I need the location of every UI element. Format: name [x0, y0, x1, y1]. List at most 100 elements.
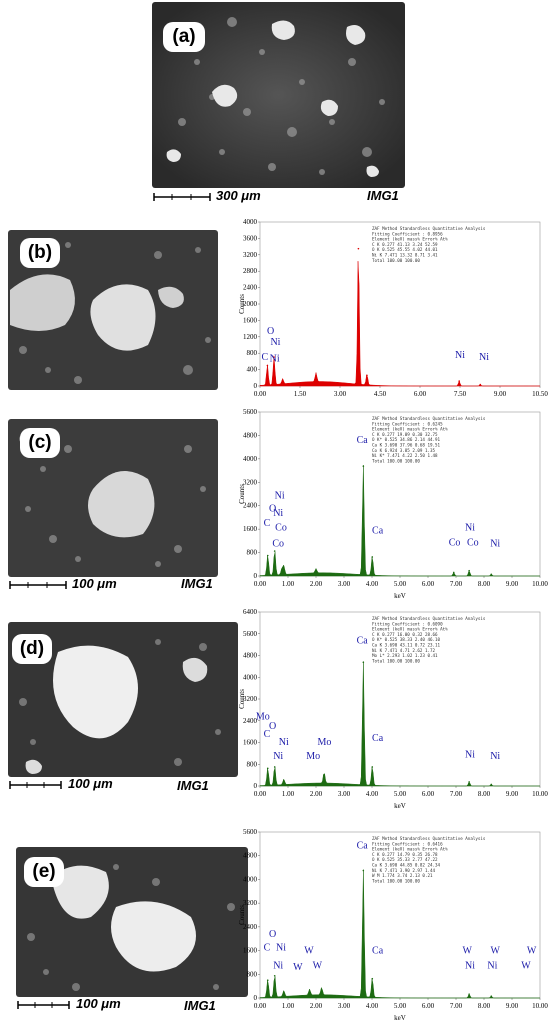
y-tick-label: 3200 — [243, 478, 258, 486]
element-label: Ni — [479, 352, 489, 363]
x-tick-label: 2.00 — [310, 580, 323, 588]
y-tick-label: 3200 — [243, 695, 258, 703]
peak-point — [479, 383, 482, 386]
scale-text-c: 100 μm — [72, 576, 117, 591]
image-id-d: IMG1 — [177, 778, 209, 793]
y-axis-label: Counts — [238, 294, 246, 314]
x-tick-label: 3.00 — [338, 1002, 351, 1010]
x-tick-label: 3.00 — [338, 790, 351, 798]
element-label: Mo — [306, 751, 320, 762]
x-tick-label: 1.00 — [282, 790, 295, 798]
quant-table-row: Element (keV) mass% Error% At% — [372, 237, 448, 242]
peak-point — [283, 991, 285, 993]
peak-point — [266, 979, 269, 982]
x-tick-label: 0.00 — [254, 1002, 267, 1010]
quant-table-row: ZAF Method Standardless Quantitative Ana… — [372, 616, 486, 621]
quant-table-row: C K 0.277 16.00 0.32 28.66 — [372, 632, 438, 637]
y-tick-label: 0 — [254, 382, 258, 390]
x-tick-label: 2.00 — [310, 1002, 323, 1010]
element-label: Co — [275, 523, 287, 534]
quant-table-row: C K 0.277 41.13 3.24 52.59 — [372, 242, 438, 247]
y-tick-label: 5600 — [243, 828, 258, 836]
scale-bar-a: 300 μm — [152, 188, 302, 204]
y-tick-label: 5600 — [243, 408, 258, 416]
element-label: Ca — [372, 946, 384, 957]
scale-text-e: 100 μm — [76, 996, 121, 1011]
peak-point — [281, 569, 283, 571]
image-id-c: IMG1 — [181, 576, 213, 591]
element-label: Ni — [465, 749, 475, 760]
y-tick-label: 3200 — [243, 251, 258, 259]
sem-image-c — [8, 419, 218, 577]
quant-table-row: Fitting Coefficient : 0.8956 — [372, 231, 443, 236]
y-tick-label: 1600 — [243, 739, 258, 747]
x-tick-label: 9.00 — [506, 1002, 519, 1010]
x-axis-label: keV — [394, 1014, 406, 1022]
x-tick-label: 9.00 — [506, 580, 519, 588]
plot-frame — [259, 831, 541, 999]
quant-table-row: ZAF Method Standardless Quantitative Ana… — [372, 226, 486, 231]
x-tick-label: 0.00 — [254, 790, 267, 798]
peak-point — [468, 569, 470, 572]
element-label: Ni — [273, 508, 283, 519]
y-tick-label: 4800 — [243, 431, 258, 439]
quant-table-row: Ca K 3.690 44.85 0.82 24.34 — [372, 863, 441, 868]
element-label: O — [269, 721, 276, 732]
peak-point — [266, 554, 269, 557]
spectrum-series — [259, 869, 540, 999]
peak-point — [273, 356, 275, 359]
element-label: Ni — [465, 523, 475, 534]
x-tick-label: 7.50 — [454, 390, 467, 398]
x-tick-label: 7.00 — [450, 1002, 463, 1010]
scale-bar-d: 100 μm — [8, 776, 158, 792]
eds-spectrum-b: 0 400 800 1200 1600 2000 2400 2800 3200 3600 4000 0… — [236, 216, 550, 404]
x-tick-label: 10.50 — [532, 390, 548, 398]
element-label: O — [269, 504, 276, 515]
x-tick-label: 6.00 — [414, 390, 427, 398]
panel-label-c: (c) — [20, 428, 60, 458]
scale-text-a: 300 μm — [216, 188, 261, 203]
element-label: Ni — [273, 751, 283, 762]
element-label: Ni — [487, 960, 497, 971]
peak-point — [362, 869, 365, 872]
x-tick-label: 4.50 — [374, 390, 387, 398]
y-tick-label: 2400 — [243, 502, 258, 510]
x-axis-label: keV — [394, 802, 406, 810]
peak-point — [371, 977, 374, 980]
x-tick-label: 4.00 — [366, 790, 379, 798]
x-tick-label: 5.00 — [394, 790, 407, 798]
element-label: Ca — [372, 733, 384, 744]
spectrum-series — [259, 465, 540, 577]
x-tick-label: 7.00 — [450, 790, 463, 798]
scale-text-d: 100 μm — [68, 776, 113, 791]
element-label: Ni — [273, 960, 283, 971]
peak-point — [362, 661, 365, 664]
element-label: W — [304, 946, 314, 957]
quant-table-row: O K* 0.525 34.86 2.14 44.91 — [372, 437, 441, 442]
x-tick-label: 1.00 — [282, 580, 295, 588]
peak-point — [362, 465, 365, 467]
peak-point — [315, 570, 317, 573]
plot-frame — [259, 411, 541, 577]
x-tick-label: 7.00 — [450, 580, 463, 588]
quant-table-row: Ni K 7.471 3.90 2.97 1.44 — [372, 868, 436, 873]
sem-particles-c — [8, 419, 218, 577]
x-tick-label: 3.00 — [334, 390, 347, 398]
element-label: Ni — [276, 943, 286, 954]
element-label: C — [264, 729, 271, 740]
plot-frame — [259, 611, 541, 787]
peak-point — [490, 995, 493, 998]
element-label: C — [264, 518, 271, 529]
y-tick-label: 2800 — [243, 267, 258, 275]
scale-bar-e: 100 μm — [16, 996, 166, 1012]
scale-bar-c: 100 μm — [8, 576, 158, 592]
quant-table-row: Ni K* 7.471 4.22 2.50 1.48 — [372, 453, 438, 458]
y-tick-label: 800 — [247, 349, 258, 357]
y-axis-label: Counts — [238, 689, 246, 709]
element-label: W — [490, 946, 500, 957]
x-tick-label: 10.00 — [532, 1002, 548, 1010]
peak-point — [452, 571, 455, 574]
quant-table-row: O K* 0.525 38.33 2.40 46.10 — [372, 637, 441, 642]
y-tick-label: 800 — [247, 760, 258, 768]
y-tick-label: 4800 — [243, 852, 258, 860]
